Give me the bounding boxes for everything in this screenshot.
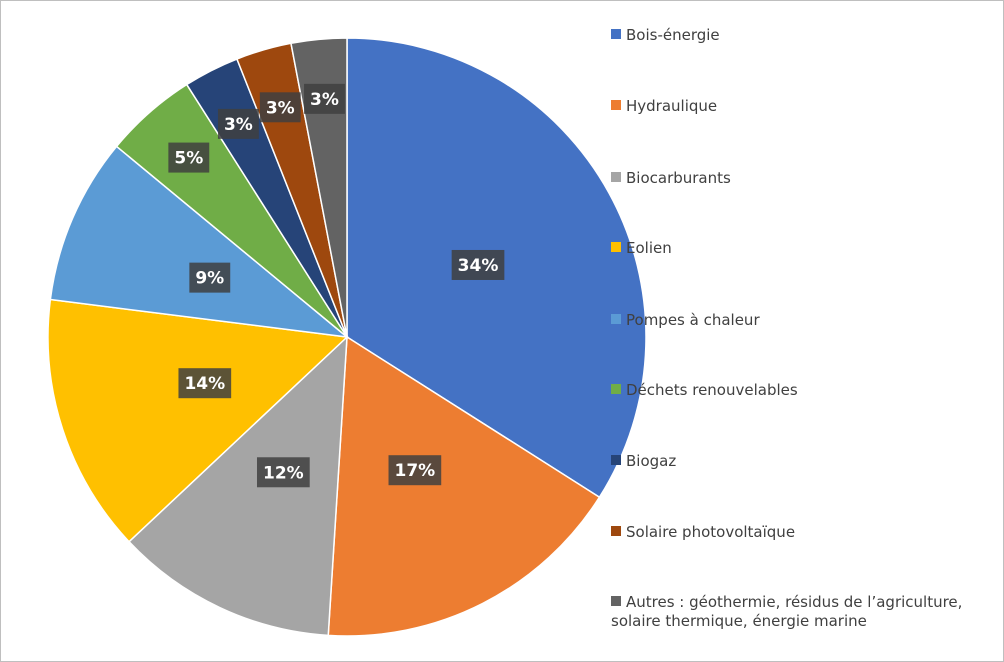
data-label-text: 3%	[224, 115, 253, 135]
legend-swatch	[611, 172, 621, 182]
data-label-box	[178, 368, 232, 399]
legend-swatch	[611, 455, 621, 465]
data-label: 14%	[178, 368, 232, 399]
data-label-text: 9%	[195, 269, 224, 289]
data-label-text: 17%	[395, 461, 436, 481]
data-label: 3%	[304, 83, 345, 114]
data-label-box	[217, 108, 259, 139]
data-label-box	[388, 455, 442, 486]
data-label-box	[304, 83, 345, 114]
legend-item: Autres : géothermie, résidus de l’agricu…	[611, 593, 981, 631]
data-label: 12%	[256, 457, 310, 488]
data-label-box	[451, 249, 505, 280]
pie-slice	[127, 335, 348, 637]
legend-item: Eolien	[611, 239, 981, 258]
legend-label: Biogaz	[626, 452, 677, 470]
legend-item: Solaire photovoltaïque	[611, 523, 981, 542]
data-label-box	[189, 262, 231, 293]
legend-label: Solaire photovoltaïque	[626, 523, 796, 541]
legend-item: Pompes à chaleur	[611, 311, 981, 330]
legend-label: Pompes à chaleur	[626, 311, 760, 329]
data-label: 17%	[388, 455, 442, 486]
data-label-box	[256, 457, 310, 488]
legend-swatch	[611, 100, 621, 110]
legend-swatch	[611, 526, 621, 536]
data-label-text: 34%	[458, 256, 499, 276]
data-label-box	[259, 92, 301, 123]
data-label: 9%	[189, 262, 231, 293]
pie-slice	[49, 145, 350, 339]
data-label-text: 5%	[174, 149, 203, 169]
data-label-text: 14%	[184, 374, 225, 394]
legend-item: Bois-énergie	[611, 26, 981, 45]
data-label-text: 3%	[266, 98, 295, 118]
legend-swatch	[611, 596, 621, 606]
legend-swatch	[611, 242, 621, 252]
data-label: 34%	[451, 249, 505, 280]
legend-item: Hydraulique	[611, 97, 981, 116]
legend-item: Déchets renouvelables	[611, 381, 981, 400]
data-label: 5%	[168, 142, 210, 173]
legend-label: Déchets renouvelables	[626, 381, 798, 399]
legend-item: Biogaz	[611, 452, 981, 471]
data-label: 3%	[259, 92, 301, 123]
data-label: 3%	[217, 108, 259, 139]
data-label-box	[168, 142, 210, 173]
legend-item: Biocarburants	[611, 169, 981, 188]
legend-label: Hydraulique	[626, 97, 718, 115]
legend-swatch	[611, 314, 621, 324]
data-label-text: 3%	[310, 90, 339, 110]
legend-swatch	[611, 29, 621, 39]
legend-label: Autres : géothermie, résidus de l’agricu…	[611, 593, 963, 630]
legend-label: Biocarburants	[626, 169, 731, 187]
data-label-text: 12%	[263, 463, 304, 483]
legend-label: Bois-énergie	[626, 26, 720, 44]
pie-slice	[47, 298, 349, 543]
legend-label: Eolien	[626, 239, 672, 257]
pie-slice	[327, 335, 601, 637]
legend-swatch	[611, 384, 621, 394]
